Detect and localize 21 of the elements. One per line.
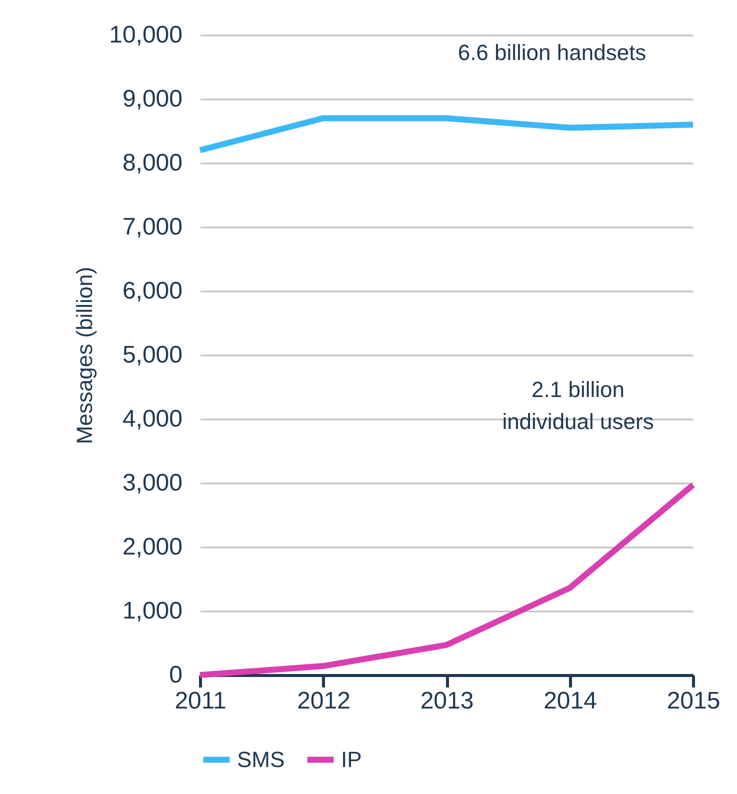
annotation: 6.6 billion handsets [458,40,646,65]
y-tick-label: 9,000 [122,86,182,112]
y-tick-label: 5,000 [122,342,182,368]
x-tick-label: 2011 [174,688,226,714]
y-tick-label: 4,000 [122,406,182,432]
annotation: 2.1 billion individual users [502,377,654,434]
y-tick-label: 3,000 [122,470,182,496]
legend-label: IP [341,746,362,772]
y-tick-label: 1,000 [122,598,182,624]
x-tick-label: 2013 [420,688,474,714]
y-tick-label: 2,000 [122,534,182,560]
y-axis-title: Messages (billion) [72,266,98,444]
x-tick-label: 2014 [544,688,597,714]
x-tick-label: 2012 [297,688,350,714]
y-tick-label: 0 [169,662,182,688]
y-tick-label: 7,000 [122,214,182,240]
y-tick-label: 10,000 [109,22,182,48]
y-tick-label: 8,000 [122,150,182,176]
legend-label: SMS [237,746,285,772]
x-tick-label: 2015 [666,688,720,714]
y-tick-label: 6,000 [122,278,182,304]
